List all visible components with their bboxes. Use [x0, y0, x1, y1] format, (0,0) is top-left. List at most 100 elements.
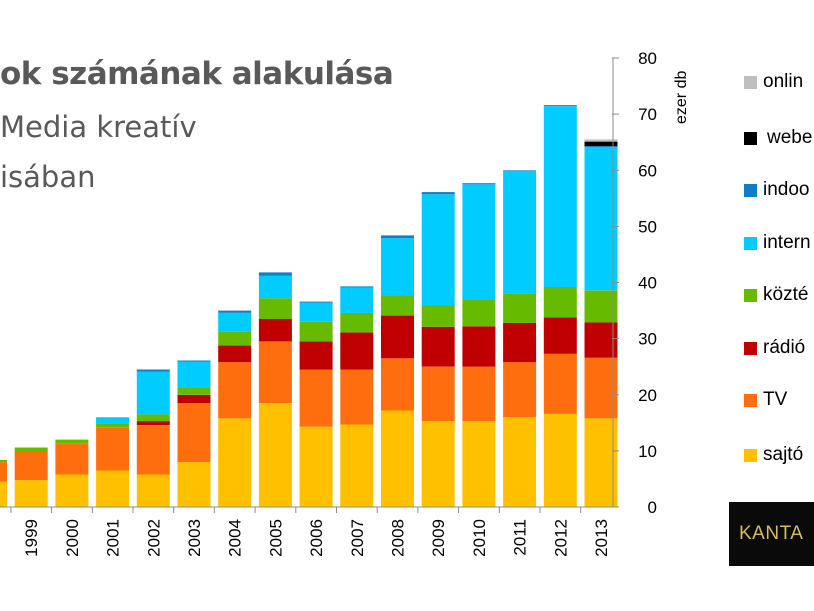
- y-tick-label-20: 20: [638, 386, 657, 405]
- bar-2004-series-2: [218, 345, 252, 363]
- x-tick-label-2013: 2013: [592, 519, 611, 557]
- x-tick-label-2005: 2005: [266, 519, 285, 557]
- legend-item-7: onlin: [744, 70, 803, 94]
- legend-item-1: TV: [744, 388, 787, 412]
- y-tick-label-40: 40: [638, 274, 657, 293]
- bar-2010-series-1: [462, 366, 496, 422]
- bar-2007-series-3: [340, 312, 374, 333]
- bar-2002-series-5: [136, 369, 170, 372]
- bar-2005-series-3: [258, 298, 292, 319]
- legend-swatch: [744, 288, 757, 302]
- x-tick-label-2006: 2006: [307, 519, 326, 557]
- bar-2009-series-5: [421, 192, 455, 195]
- legend-swatch: [744, 131, 757, 145]
- bar-2001-series-3: [96, 423, 130, 428]
- bar-2002-series-4: [136, 371, 170, 415]
- x-tick-label-2010: 2010: [470, 519, 489, 557]
- legend-swatch: [744, 183, 757, 197]
- legend-swatch: [744, 341, 757, 355]
- bar-2000-series-0: [55, 474, 89, 507]
- bar-2007-series-4: [340, 287, 374, 313]
- legend-label: sajtó: [763, 444, 804, 465]
- chart-subtitle-line2: isában: [0, 160, 96, 194]
- legend-label: webe: [767, 127, 813, 148]
- bar-2001-series-0: [96, 470, 130, 507]
- bar-2005-series-2: [258, 319, 292, 342]
- legend-item-6: webe: [744, 126, 812, 150]
- x-tick-label-2004: 2004: [226, 519, 245, 557]
- bar-2011-series-1: [503, 362, 537, 418]
- bar-2013-series-1: [584, 357, 618, 419]
- x-tick-label-2007: 2007: [348, 519, 367, 557]
- bar-2006-series-0: [299, 426, 333, 507]
- chart-title: ok számának alakulása: [0, 56, 394, 92]
- legend-swatch: [744, 75, 757, 89]
- bar-2005-series-4: [258, 275, 292, 299]
- bar-2012-series-3: [543, 287, 577, 318]
- bar-2004-series-3: [218, 331, 252, 346]
- bar-2007-series-2: [340, 332, 374, 370]
- bar-2009-series-1: [421, 366, 455, 422]
- bar-2004-series-4: [218, 312, 252, 332]
- y-tick-label-60: 60: [638, 161, 657, 180]
- bar-2003-series-3: [177, 388, 211, 395]
- bar-2001-series-1: [96, 427, 130, 471]
- legend-swatch: [744, 448, 757, 462]
- bar-2006-series-1: [299, 369, 333, 427]
- legend-item-2: rádió: [744, 336, 805, 360]
- legend-label: TV: [763, 389, 788, 410]
- bar-2008-series-2: [381, 315, 414, 359]
- bar-2004-series-5: [218, 310, 252, 313]
- legend-item-4: intern: [744, 231, 811, 255]
- bar-2007-series-5: [340, 286, 374, 288]
- bar-2005-series-0: [258, 403, 292, 507]
- legend-item-5: indoo: [744, 178, 810, 202]
- legend-swatch: [744, 393, 757, 407]
- x-tick-label-2011: 2011: [511, 519, 530, 556]
- bar-2013-series-6: [584, 141, 618, 147]
- bar-2003-series-5: [177, 360, 211, 362]
- y-axis-label: ezer db: [673, 71, 690, 124]
- bar-1998-series-0: [0, 481, 7, 507]
- x-tick-label-2012: 2012: [551, 519, 570, 557]
- legend-item-3: közté: [744, 283, 808, 307]
- bar-2010-series-0: [462, 421, 496, 507]
- bar-2001-series-4: [96, 417, 130, 424]
- bar-1999-series-0: [14, 480, 48, 507]
- y-tick-label-10: 10: [638, 442, 657, 461]
- legend-label: rádió: [763, 337, 806, 358]
- bar-2007-series-0: [340, 424, 374, 507]
- bar-2010-series-3: [462, 299, 496, 327]
- bar-2008-series-3: [381, 296, 414, 316]
- bar-2002-series-3: [136, 414, 170, 422]
- legend-label: indoo: [763, 179, 810, 200]
- bar-2013-series-4: [584, 147, 618, 291]
- bar-2004-series-1: [218, 362, 252, 419]
- y-tick-label-0: 0: [648, 498, 657, 517]
- x-tick-label-2008: 2008: [389, 519, 408, 557]
- bar-2005-series-1: [258, 341, 292, 404]
- bar-2000-series-3: [55, 439, 89, 444]
- bar-2013-series-3: [584, 290, 618, 323]
- bar-2006-series-4: [299, 302, 333, 322]
- bar-2003-series-4: [177, 361, 211, 388]
- bar-2006-series-5: [299, 301, 333, 303]
- bar-2009-series-3: [421, 305, 455, 327]
- bar-2008-series-5: [381, 235, 414, 239]
- bar-2013-series-5: [584, 146, 618, 148]
- bar-2002-series-1: [136, 425, 170, 475]
- brand-logo: KANTA: [729, 502, 814, 566]
- bar-2002-series-0: [136, 474, 170, 507]
- x-tick-label-1999: 1999: [22, 519, 41, 557]
- bar-2003-series-2: [177, 394, 211, 404]
- bar-2012-series-4: [543, 106, 577, 287]
- bar-2006-series-3: [299, 321, 333, 342]
- bar-2011-series-2: [503, 322, 537, 363]
- bar-2012-series-1: [543, 353, 577, 414]
- y-tick-label-30: 30: [638, 330, 657, 349]
- bar-2002-series-2: [136, 421, 170, 425]
- bar-2009-series-2: [421, 326, 455, 367]
- y-tick-label-50: 50: [638, 217, 657, 236]
- bar-2010-series-5: [462, 183, 496, 185]
